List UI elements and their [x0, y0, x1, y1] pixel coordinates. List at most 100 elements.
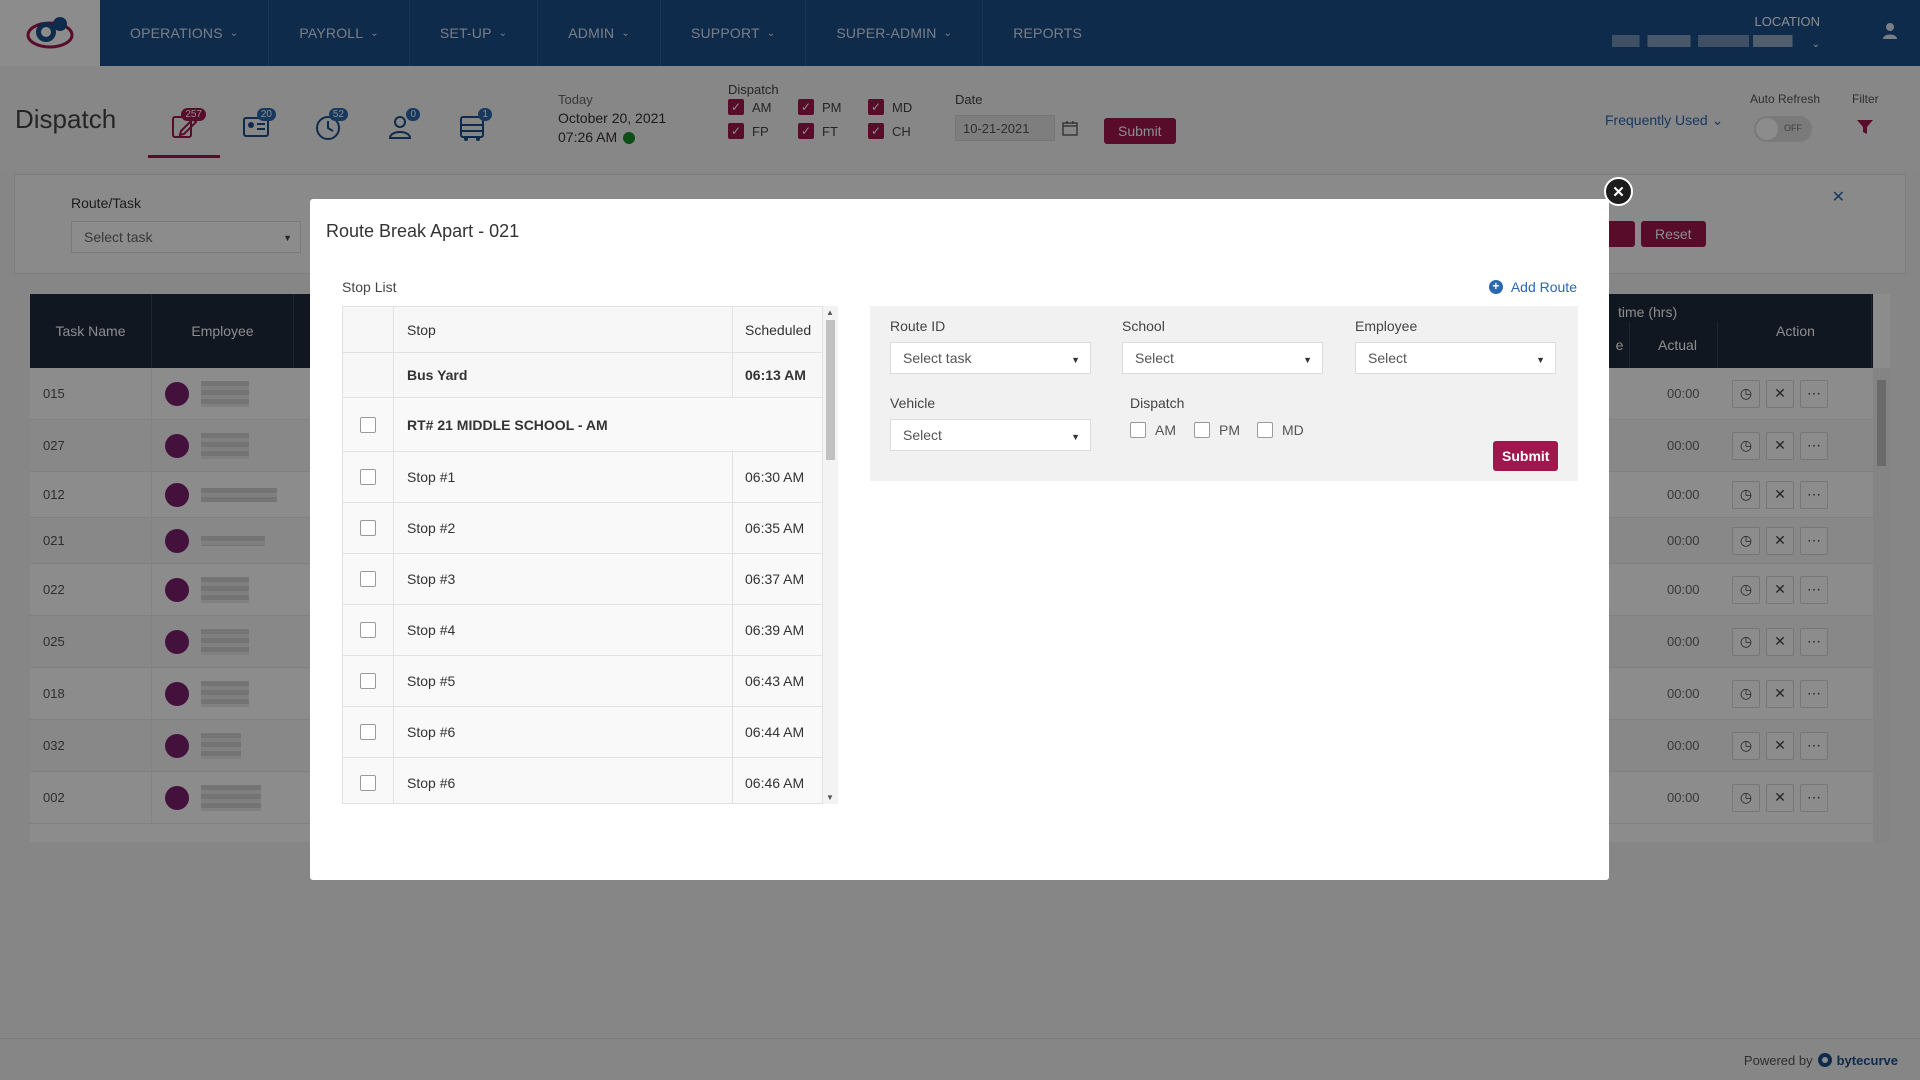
- close-icon[interactable]: ✕: [1766, 379, 1794, 408]
- select-value: Select: [1135, 350, 1174, 366]
- stop-row[interactable]: Stop #6 06:44 AM: [343, 707, 822, 758]
- form-submit-button[interactable]: Submit: [1493, 441, 1559, 471]
- employee-name-redacted: [201, 535, 265, 546]
- stop-row[interactable]: Stop #2 06:35 AM: [343, 503, 822, 554]
- nav-super-admin[interactable]: SUPER-ADMIN ⌄: [806, 0, 984, 66]
- close-icon[interactable]: ✕: [1766, 431, 1794, 460]
- bus-icon: [460, 116, 484, 141]
- clock-icon[interactable]: ◷: [1732, 379, 1760, 408]
- route-id-select[interactable]: Select task ▼: [890, 342, 1091, 374]
- modal-close-icon[interactable]: ✕: [1604, 177, 1633, 206]
- stop-checkbox[interactable]: [360, 469, 376, 485]
- more-icon[interactable]: ⋯: [1800, 679, 1828, 708]
- task-name-cell: 015: [30, 368, 152, 419]
- table-scrollbar[interactable]: [1873, 368, 1890, 842]
- close-filter-icon[interactable]: ✕: [1831, 189, 1845, 206]
- date-submit-button[interactable]: Submit: [1104, 118, 1176, 144]
- more-icon[interactable]: ⋯: [1800, 627, 1828, 656]
- date-input[interactable]: 10-21-2021: [955, 115, 1055, 141]
- reset-button[interactable]: Reset: [1641, 221, 1706, 247]
- nav-support[interactable]: SUPPORT ⌄: [661, 0, 807, 66]
- auto-refresh-toggle[interactable]: OFF: [1754, 116, 1812, 142]
- col-task-name[interactable]: Task Name: [30, 294, 152, 368]
- more-icon[interactable]: ⋯: [1800, 731, 1828, 760]
- scrollbar-thumb[interactable]: [826, 320, 835, 460]
- option-label: FT: [822, 123, 838, 139]
- nav-operations[interactable]: OPERATIONS ⌄: [100, 0, 270, 66]
- more-icon[interactable]: ⋯: [1800, 575, 1828, 604]
- location-selector[interactable]: LOCATION ⌄: [1611, 14, 1820, 50]
- route-task-select[interactable]: Select task ▼: [71, 221, 301, 253]
- clock-icon[interactable]: ◷: [1732, 731, 1760, 760]
- form-dispatch-am-checkbox[interactable]: AM: [1130, 422, 1176, 438]
- add-route-button[interactable]: + Add Route: [1488, 279, 1577, 295]
- form-dispatch-pm-checkbox[interactable]: PM: [1194, 422, 1240, 438]
- tab-locations[interactable]: 0: [376, 106, 424, 148]
- calendar-icon[interactable]: [1062, 120, 1078, 136]
- scroll-up-icon[interactable]: ▲: [826, 308, 834, 317]
- tab-timers[interactable]: 52: [304, 106, 352, 148]
- app-logo[interactable]: [0, 0, 100, 66]
- col-employee[interactable]: Employee: [152, 294, 294, 368]
- school-row[interactable]: RT# 21 MIDDLE SCHOOL - AM: [343, 398, 822, 452]
- stop-checkbox[interactable]: [360, 571, 376, 587]
- stop-checkbox[interactable]: [360, 724, 376, 740]
- select-value: Select: [1368, 350, 1407, 366]
- stop-row[interactable]: Stop #1 06:30 AM: [343, 452, 822, 503]
- stop-row[interactable]: Stop #3 06:37 AM: [343, 554, 822, 605]
- dispatch-ch-checkbox[interactable]: ✓ CH: [868, 123, 928, 139]
- nav-setup[interactable]: SET-UP ⌄: [410, 0, 539, 66]
- nav-reports[interactable]: REPORTS: [983, 0, 1112, 66]
- user-icon[interactable]: [1882, 22, 1898, 40]
- employee-select[interactable]: Select ▼: [1355, 342, 1556, 374]
- stop-list-scrollbar[interactable]: ▲ ▼: [823, 306, 838, 804]
- more-icon[interactable]: ⋯: [1800, 431, 1828, 460]
- more-icon[interactable]: ⋯: [1800, 379, 1828, 408]
- dispatch-md-checkbox[interactable]: ✓ MD: [868, 99, 928, 115]
- stop-row[interactable]: Stop #6 06:46 AM: [343, 758, 822, 803]
- clock-icon[interactable]: ◷: [1732, 431, 1760, 460]
- dispatch-filter: Dispatch ✓ AM ✓ PM ✓ MD ✓ FP ✓ FT ✓ CH: [728, 82, 928, 139]
- close-icon[interactable]: ✕: [1766, 627, 1794, 656]
- more-icon[interactable]: ⋯: [1800, 526, 1828, 555]
- school-select[interactable]: Select ▼: [1122, 342, 1323, 374]
- dispatch-fp-checkbox[interactable]: ✓ FP: [728, 123, 798, 139]
- stop-checkbox[interactable]: [360, 520, 376, 536]
- task-name-cell: 032: [30, 720, 152, 771]
- stop-row[interactable]: Stop #4 06:39 AM: [343, 605, 822, 656]
- more-icon[interactable]: ⋯: [1800, 783, 1828, 812]
- scroll-down-icon[interactable]: ▼: [826, 793, 834, 802]
- filter-apply-button[interactable]: [1605, 221, 1635, 247]
- clock-icon[interactable]: ◷: [1732, 526, 1760, 555]
- vehicle-select[interactable]: Select ▼: [890, 419, 1091, 451]
- close-icon[interactable]: ✕: [1766, 480, 1794, 509]
- clock-icon[interactable]: ◷: [1732, 575, 1760, 604]
- scrollbar-thumb[interactable]: [1877, 380, 1886, 466]
- tab-routes[interactable]: 257: [148, 106, 220, 158]
- form-dispatch-md-checkbox[interactable]: MD: [1257, 422, 1304, 438]
- stop-row[interactable]: Stop #5 06:43 AM: [343, 656, 822, 707]
- clock-icon[interactable]: ◷: [1732, 480, 1760, 509]
- clock-icon[interactable]: ◷: [1732, 783, 1760, 812]
- dispatch-pm-checkbox[interactable]: ✓ PM: [798, 99, 868, 115]
- close-icon[interactable]: ✕: [1766, 679, 1794, 708]
- dispatch-ft-checkbox[interactable]: ✓ FT: [798, 123, 868, 139]
- nav-admin[interactable]: ADMIN ⌄: [538, 0, 661, 66]
- tab-buses[interactable]: 1: [448, 106, 496, 148]
- stop-checkbox[interactable]: [360, 622, 376, 638]
- dispatch-am-checkbox[interactable]: ✓ AM: [728, 99, 798, 115]
- close-icon[interactable]: ✕: [1766, 575, 1794, 604]
- close-icon[interactable]: ✕: [1766, 526, 1794, 555]
- filter-toggle[interactable]: Filter: [1852, 92, 1879, 136]
- close-icon[interactable]: ✕: [1766, 783, 1794, 812]
- nav-payroll[interactable]: PAYROLL ⌄: [269, 0, 410, 66]
- more-icon[interactable]: ⋯: [1800, 480, 1828, 509]
- school-checkbox[interactable]: [360, 416, 376, 433]
- frequently-used-dropdown[interactable]: Frequently Used ⌄: [1605, 112, 1723, 129]
- stop-checkbox[interactable]: [360, 775, 376, 791]
- clock-icon[interactable]: ◷: [1732, 627, 1760, 656]
- clock-icon[interactable]: ◷: [1732, 679, 1760, 708]
- tab-employees[interactable]: 20: [232, 106, 280, 148]
- close-icon[interactable]: ✕: [1766, 731, 1794, 760]
- stop-checkbox[interactable]: [360, 673, 376, 689]
